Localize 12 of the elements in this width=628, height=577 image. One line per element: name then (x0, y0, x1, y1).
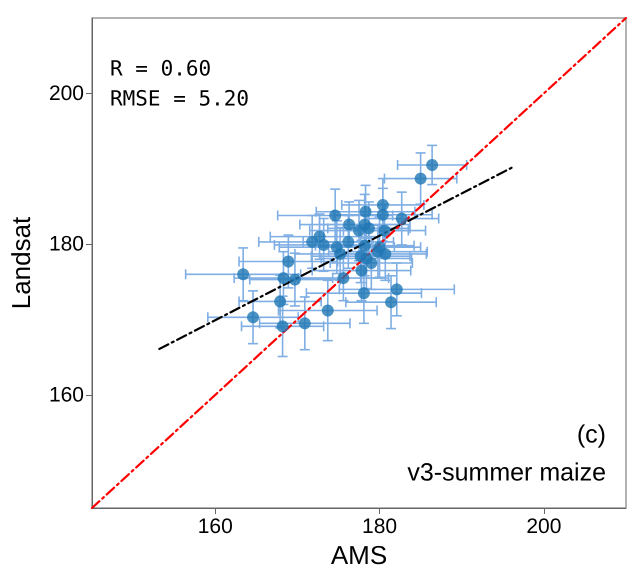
y-tick-label: 200 (48, 82, 84, 105)
y-tick-label: 180 (48, 232, 84, 256)
annotation: (c) (576, 420, 606, 448)
x-tick-label: 200 (526, 515, 562, 538)
y-axis-title: Landsat (6, 216, 36, 310)
x-tick-label: 160 (198, 515, 233, 538)
annotation: RMSE = 5.20 (110, 86, 250, 110)
x-axis-title: AMS (330, 540, 388, 570)
annotation: v3-summer maize (407, 458, 606, 486)
annotation: R = 0.60 (110, 56, 212, 80)
x-tick-label: 180 (362, 515, 398, 538)
y-tick-label: 160 (48, 383, 84, 406)
